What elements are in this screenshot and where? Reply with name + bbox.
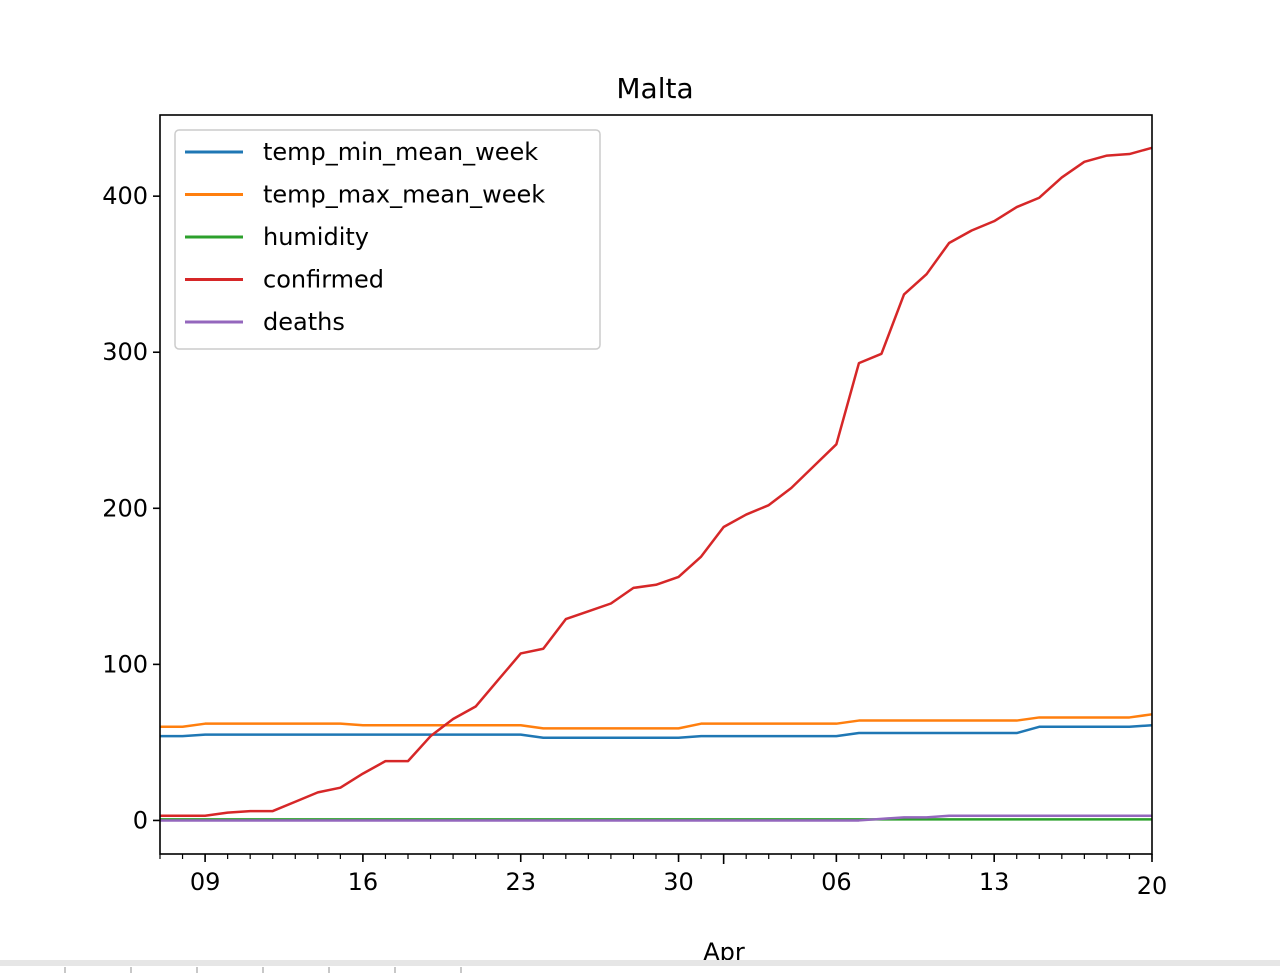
legend-entry: deaths xyxy=(263,308,345,336)
chart-title: Malta xyxy=(616,72,693,105)
series-line-temp-min-mean-week xyxy=(160,723,1153,739)
y-tick-label: 100 xyxy=(102,650,148,678)
y-tick-label: 400 xyxy=(102,182,148,210)
legend-box xyxy=(174,129,601,350)
x-tick-label: 06 xyxy=(821,868,852,896)
y-axis: 0 100 200 300 400 xyxy=(102,182,160,834)
legend-entry: temp_min_mean_week xyxy=(263,138,538,166)
legend-entry: confirmed xyxy=(263,266,384,294)
legend-entry: temp_max_mean_week xyxy=(263,181,545,209)
bottom-scrollbar-strip xyxy=(0,960,1280,973)
legend: temp_min_mean_week temp_max_mean_weekhumi… xyxy=(174,129,601,350)
x-tick-label: 30 xyxy=(663,868,694,896)
y-tick-label: 0 xyxy=(133,806,148,834)
x-tick-label: 16 xyxy=(348,868,379,896)
x-tick-label: 20 xyxy=(1137,872,1168,900)
x-axis: 09 16 23 30 06 13 20 xyxy=(159,854,1168,900)
x-tick-label: 23 xyxy=(505,868,536,896)
legend-entry: humidity xyxy=(263,223,369,251)
series-line-confirmed xyxy=(160,146,1153,818)
series-line-temp-max-mean-week xyxy=(160,713,1153,730)
y-tick-label: 200 xyxy=(102,494,148,522)
x-tick-label: 13 xyxy=(979,868,1010,896)
y-tick-label: 300 xyxy=(102,338,148,366)
series-line-deaths xyxy=(160,814,1152,822)
x-tick-label: 09 xyxy=(190,868,221,896)
